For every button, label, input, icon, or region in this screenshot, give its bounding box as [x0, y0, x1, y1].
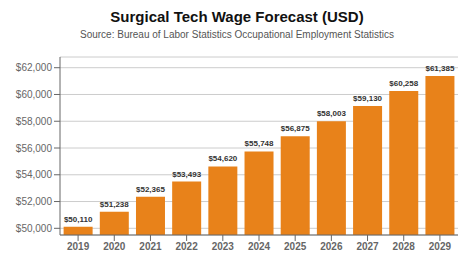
svg-text:2028: 2028: [393, 241, 416, 252]
svg-text:$53,493: $53,493: [172, 170, 201, 179]
svg-text:$52,000: $52,000: [16, 196, 53, 207]
svg-text:2027: 2027: [356, 241, 379, 252]
svg-text:2019: 2019: [67, 241, 90, 252]
svg-text:$58,003: $58,003: [317, 109, 346, 118]
svg-text:$50,110: $50,110: [64, 215, 93, 224]
svg-text:2023: 2023: [212, 241, 235, 252]
svg-text:$59,130: $59,130: [353, 94, 382, 103]
svg-text:$55,748: $55,748: [245, 139, 274, 148]
svg-text:$51,238: $51,238: [100, 200, 129, 209]
svg-text:$50,000: $50,000: [16, 223, 53, 234]
html-text:Source: Bureau of Labor Statis: Source: Bureau of Labor Statistics Occup…: [80, 29, 394, 40]
svg-text:2021: 2021: [139, 241, 162, 252]
svg-text:$61,385: $61,385: [425, 64, 454, 73]
svg-text:2025: 2025: [284, 241, 307, 252]
svg-text:2024: 2024: [248, 241, 271, 252]
svg-text:$54,000: $54,000: [16, 169, 53, 180]
svg-text:$56,875: $56,875: [281, 124, 310, 133]
svg-text:$56,000: $56,000: [16, 143, 53, 154]
svg-text:2026: 2026: [320, 241, 343, 252]
html-text:Surgical Tech Wage Forecast (U: Surgical Tech Wage Forecast (USD): [110, 8, 364, 25]
svg-text:$60,000: $60,000: [16, 89, 53, 100]
svg-text:2029: 2029: [429, 241, 452, 252]
svg-text:$60,258: $60,258: [389, 79, 418, 88]
svg-text:$62,000: $62,000: [16, 62, 53, 73]
svg-text:$54,620: $54,620: [208, 154, 237, 163]
svg-text:2020: 2020: [103, 241, 126, 252]
svg-text:2022: 2022: [176, 241, 199, 252]
svg-text:$52,365: $52,365: [136, 185, 165, 194]
svg-text:$58,000: $58,000: [16, 116, 53, 127]
